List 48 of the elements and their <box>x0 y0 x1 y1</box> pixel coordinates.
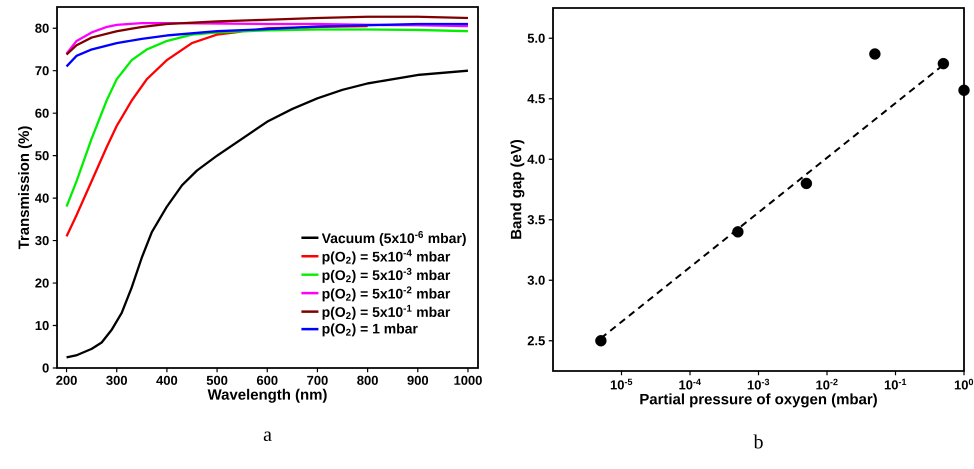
y-tick-label: 5.0 <box>528 34 545 43</box>
legend-label: p(O$_{2}$) = 5x10$^{-3}$ mbar <box>322 268 450 283</box>
legend-label: p(O$_{2}$) = 5x10$^{-4}$ mbar <box>322 250 450 264</box>
y-tick-label: 70 <box>35 66 49 76</box>
y-tick-label: 80 <box>35 24 49 33</box>
y-tick-label: 20 <box>35 278 49 288</box>
x-tick-label: 600 <box>256 376 278 385</box>
legend-label: p(O$_{2}$) = 5x10$^{-1}$ mbar <box>322 304 450 320</box>
y-tick-label: 2.5 <box>528 336 545 346</box>
x-tick-label: 10$^{-4}$ <box>679 378 701 390</box>
point <box>869 48 881 60</box>
y-tick-label: 60 <box>35 108 49 118</box>
y-tick-label: 3.0 <box>528 276 545 285</box>
text: a <box>264 432 272 442</box>
legend-label: Vacuum (5x10$^{-6}$ mbar) <box>322 231 466 246</box>
legend-label: p(O$_{2}$) = 5x10$^{-2}$ mbar <box>322 286 450 302</box>
x-axis-title: Wavelength (nm) <box>208 388 327 403</box>
text: b <box>754 434 763 449</box>
point <box>938 58 950 70</box>
x-axis-title: Partial pressure of oxygen (mbar) <box>640 393 877 408</box>
y-tick-label: 3.5 <box>528 215 545 224</box>
x-tick-label: 500 <box>206 376 228 385</box>
x-tick-label: 300 <box>106 376 127 385</box>
y-tick-label: 0 <box>42 363 49 373</box>
y-axis-title: Transmission (%) <box>18 126 32 250</box>
x-tick-label: 1000 <box>454 376 482 385</box>
x-tick-label: 10$^{0}$ <box>954 378 974 390</box>
x-tick-label: 400 <box>156 376 178 385</box>
x-tick-label: 800 <box>357 376 378 385</box>
legend-label: p(O$_{2}$) = 1 mbar <box>322 323 418 336</box>
x-tick-label: 10$^{-2}$ <box>816 378 838 390</box>
point <box>732 226 744 238</box>
line-series <box>65 16 470 56</box>
y-tick-label: 40 <box>35 194 49 203</box>
y-axis-title: Band gap (eV) <box>510 140 524 239</box>
y-tick-label: 4.0 <box>527 154 545 164</box>
x-tick-label: 10$^{-5}$ <box>610 378 632 390</box>
point <box>800 178 812 190</box>
x-tick-label: 900 <box>407 376 428 385</box>
x-tick-label: 200 <box>56 376 77 385</box>
y-tick-label: 50 <box>35 151 49 160</box>
y-tick-label: 10 <box>36 320 49 330</box>
y-tick-label: 30 <box>35 236 49 246</box>
x-tick-label: 10$^{-3}$ <box>748 378 770 390</box>
x-tick-label: 10$^{-1}$ <box>884 378 906 390</box>
y-tick-label: 4.5 <box>527 94 545 104</box>
line-series <box>65 28 470 208</box>
x-tick-label: 700 <box>307 376 328 385</box>
